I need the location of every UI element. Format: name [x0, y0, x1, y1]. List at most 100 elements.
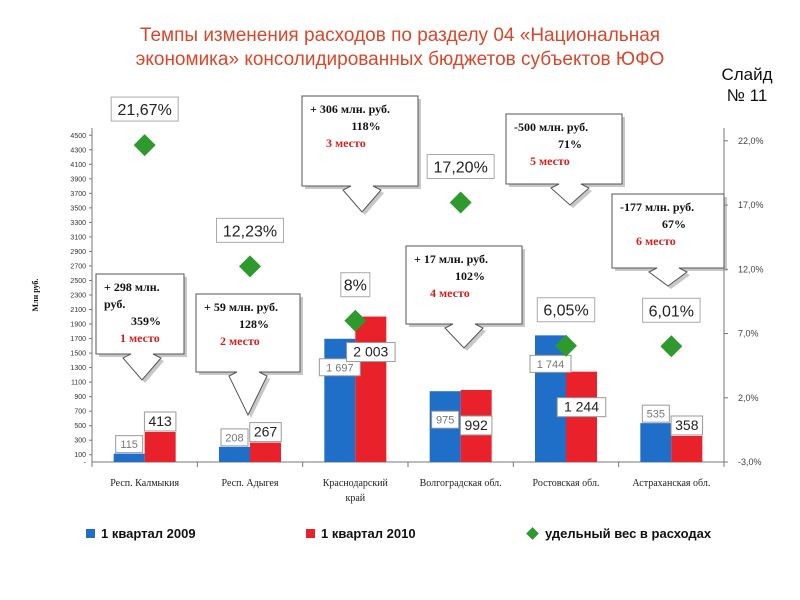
data-label-box-2010	[143, 411, 177, 432]
callout-box	[95, 273, 185, 381]
legend-item-2009: 1 квартал 2009	[86, 526, 196, 541]
data-label-2010: 2 003	[353, 344, 388, 360]
share-label-box	[340, 272, 371, 298]
callout-text: + 298 млн.	[104, 280, 160, 294]
callout-place: 4 место	[430, 286, 470, 300]
y-tick-label: 4300	[70, 147, 86, 154]
x-tick-label: край	[346, 493, 366, 504]
share-label: 6,01%	[649, 303, 694, 320]
y-tick-label: 700	[74, 409, 86, 416]
callout-text: руб.	[104, 297, 125, 311]
bar-2009	[640, 423, 672, 462]
y-tick-label: 3700	[70, 191, 86, 198]
data-label-2009: 1 697	[326, 362, 354, 374]
chart-title: Темпы изменения расходов по разделу 04 «…	[60, 24, 740, 72]
y-tick-label: 2700	[70, 263, 86, 270]
bar-2009	[113, 453, 145, 462]
callout-box	[505, 113, 623, 206]
data-label-2010: 358	[675, 417, 699, 433]
legend-swatch-2010	[306, 529, 315, 538]
y-tick-label: 500	[74, 423, 86, 430]
x-tick-label: Респ. Калмыкия	[110, 478, 179, 489]
x-tick-label: Респ. Адыгея	[222, 478, 279, 489]
data-label-box-2009	[115, 435, 144, 454]
data-label-2010: 413	[148, 413, 172, 429]
data-label-box-2009	[641, 404, 670, 423]
y-tick-label: 900	[74, 394, 86, 401]
callout-text: -500 млн. руб.	[514, 120, 588, 134]
share-marker	[239, 255, 261, 278]
callout-box	[611, 193, 725, 287]
data-label-box-2010	[249, 422, 282, 443]
data-label-box-2009	[529, 354, 572, 373]
share-label-box	[642, 297, 701, 323]
y2-tick-label: 12,0%	[738, 264, 764, 274]
chart-title-line-1: Темпы изменения расходов по разделу 04 «…	[139, 25, 661, 46]
y-tick-label: 3500	[70, 205, 86, 212]
callout-place: 5 место	[530, 154, 570, 168]
data-label-box-2009	[431, 410, 460, 429]
callout-box	[405, 245, 523, 349]
share-label: 6,05%	[543, 303, 588, 320]
legend-swatch-share	[526, 527, 539, 540]
callout-text: + 17 млн. руб.	[414, 252, 488, 266]
share-marker	[133, 134, 156, 157]
bar-2009	[219, 446, 250, 462]
y-axis-title: Млн руб.	[31, 279, 40, 312]
share-label-box	[536, 297, 596, 323]
share-label: 17,20%	[434, 160, 488, 177]
callout-text: + 306 млн. руб.	[310, 102, 390, 116]
callout-box	[301, 95, 419, 213]
legend-label-2010: 1 квартал 2010	[321, 526, 416, 541]
data-label-2009: 115	[120, 439, 138, 451]
callout-text: 71%	[558, 137, 582, 151]
legend-item-share: удельный вес в расходах	[526, 526, 711, 541]
x-tick-label: Волгоградская обл.	[420, 478, 502, 489]
share-marker	[660, 335, 683, 358]
data-label-box-2010	[670, 415, 704, 436]
y-tick-label: 100	[74, 452, 86, 459]
slide-label: Слайд	[721, 65, 773, 84]
y2-tick-label: 2,0%	[738, 393, 759, 403]
callout-text: 102%	[455, 269, 485, 283]
bar-2010	[355, 316, 387, 462]
data-label-2010: 1 244	[564, 399, 599, 415]
share-label: 12,23%	[223, 223, 277, 240]
data-label-box-2010	[346, 342, 396, 363]
callout-place: 6 место	[636, 234, 676, 248]
y-tick-label: 3100	[70, 234, 86, 241]
legend-label-2009: 1 квартал 2009	[101, 526, 196, 541]
share-label-box	[110, 96, 179, 122]
data-label-2009: 535	[647, 409, 665, 421]
slide-number: Слайд № 11	[712, 64, 782, 106]
y-tick-label: 2300	[70, 293, 86, 300]
y-tick-label: 1300	[70, 365, 86, 372]
y2-tick-label: 22,0%	[738, 136, 764, 146]
y2-tick-label: 17,0%	[738, 200, 764, 210]
data-label-2010: 992	[464, 417, 488, 433]
y-tick-label: 1100	[71, 380, 86, 387]
bar-2010	[250, 442, 281, 462]
legend-swatch-2009	[86, 529, 95, 538]
share-label: 8%	[344, 278, 367, 295]
y-tick-label: 300	[74, 438, 86, 445]
callout-text: 128%	[239, 317, 269, 331]
x-tick-label: Ростовская обл.	[533, 478, 600, 489]
callout-text: 118%	[351, 119, 380, 133]
x-tick-label: Краснодарский	[323, 478, 389, 489]
data-label-2010: 267	[254, 424, 278, 440]
y-tick-label: 4100	[70, 162, 86, 169]
y2-tick-label: -3,0%	[738, 457, 762, 467]
callout-place: 3 место	[326, 136, 366, 150]
y2-tick-label: 7,0%	[738, 329, 759, 339]
share-label-box	[426, 154, 495, 180]
bar-2010	[671, 436, 703, 462]
share-marker	[344, 309, 367, 332]
legend-item-2010: 1 квартал 2010	[306, 526, 416, 541]
share-marker	[555, 334, 577, 357]
y-tick-label: 2900	[70, 249, 86, 256]
y-tick-label: 1700	[70, 336, 86, 343]
callout-place: 2 место	[220, 334, 260, 348]
callout-place: 1 место	[120, 331, 160, 345]
